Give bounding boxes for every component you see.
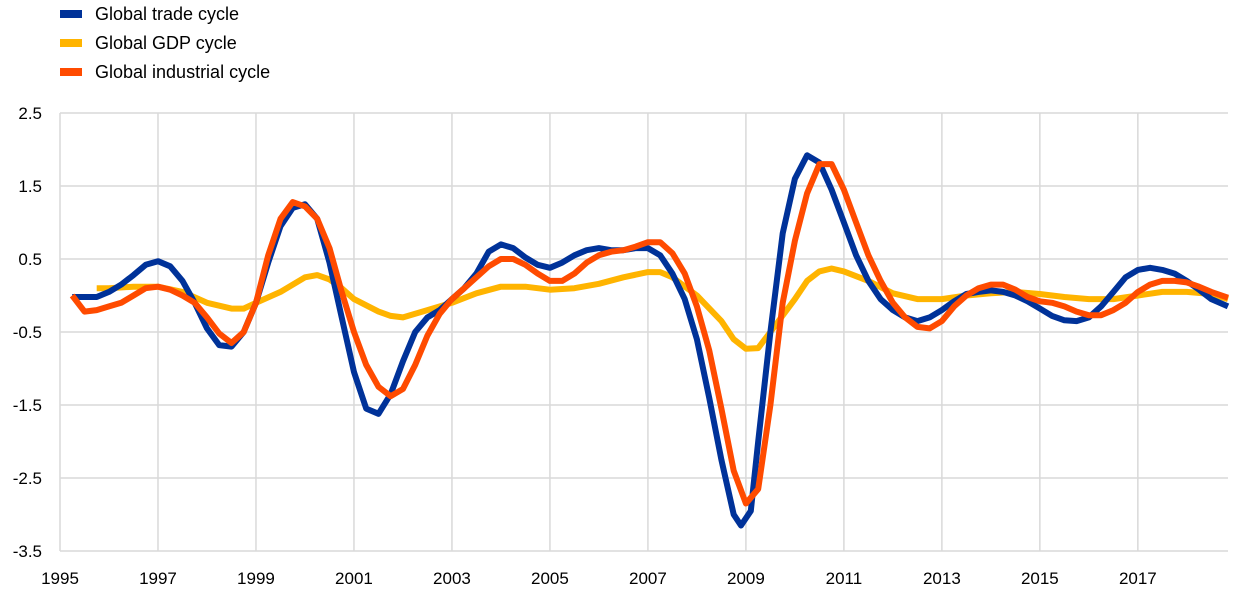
y-axis-ticks: 2.5 1.5 0.5 -0.5 -1.5 -2.5 -3.5: [13, 104, 42, 561]
x-tick-label: 2015: [1021, 569, 1059, 588]
x-tick-label: 2011: [826, 569, 863, 588]
y-tick-label: -2.5: [13, 469, 42, 488]
y-tick-label: -0.5: [13, 323, 42, 342]
y-tick-label: 2.5: [18, 104, 42, 123]
x-tick-label: 2007: [629, 569, 667, 588]
x-axis-ticks: 1995 1997 1999 2001 2003 2005 2007 2009 2011 2013…: [41, 569, 1157, 588]
y-tick-label: 1.5: [18, 177, 42, 196]
x-tick-label: 1999: [237, 569, 275, 588]
x-tick-label: 2013: [923, 569, 961, 588]
y-tick-label: -3.5: [13, 542, 42, 561]
y-tick-label: -1.5: [13, 396, 42, 415]
gridlines: [59, 112, 1228, 552]
series-lines: [69, 152, 1230, 529]
series-line-global-trade-cycle: [72, 152, 1230, 529]
legend-swatch: [60, 68, 82, 76]
series-line-global-gdp-cycle: [96, 265, 1229, 352]
legend-label: Global industrial cycle: [95, 62, 270, 82]
legend-swatch: [60, 10, 82, 18]
x-tick-label: 1995: [41, 569, 79, 588]
legend: Global trade cycle Global GDP cycle Global…: [60, 4, 270, 82]
x-tick-label: 2017: [1119, 569, 1157, 588]
series-line-global-industrial-cycle: [69, 161, 1229, 507]
x-tick-label: 2009: [727, 569, 765, 588]
legend-label: Global trade cycle: [95, 4, 239, 24]
legend-swatch: [60, 39, 82, 47]
x-tick-label: 2003: [433, 569, 471, 588]
x-tick-label: 2005: [531, 569, 569, 588]
y-tick-label: 0.5: [18, 250, 42, 269]
legend-label: Global GDP cycle: [95, 33, 237, 53]
x-tick-label: 2001: [335, 569, 373, 588]
x-tick-label: 1997: [139, 569, 177, 588]
